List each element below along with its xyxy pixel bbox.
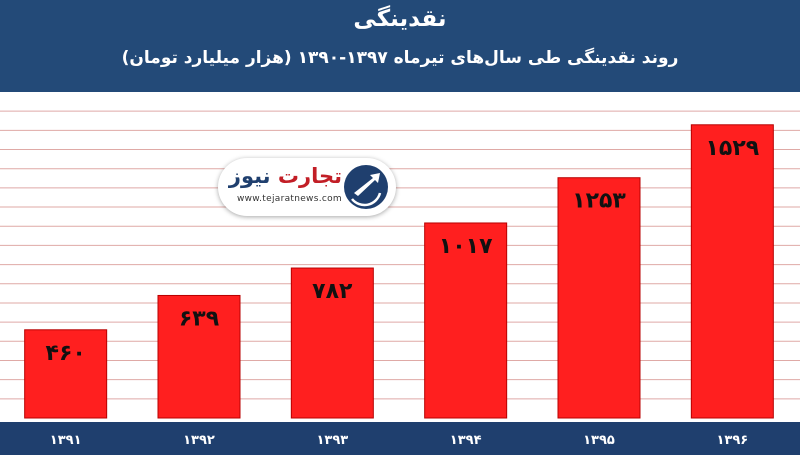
watermark-url: www.tejaratnews.com [236,194,342,204]
bar [24,329,108,419]
watermark-brand-part2: نیوز [228,164,271,188]
tejaratnews-watermark: تجارت نیوز www.tejaratnews.com [218,158,396,216]
bar-value-label: ۱۲۵۳ [572,189,626,214]
x-tick-label: ۱۳۹۱ [50,433,82,448]
x-tick-label: ۱۳۹۲ [183,433,215,448]
chart-title: نقدینگی [353,6,447,32]
bar [157,294,241,419]
watermark-brand-name: تجارت نیوز [224,162,342,190]
x-axis-band [0,422,800,455]
bar-value-label: ۷۸۲ [312,279,353,304]
bar-value-label: ۴۶۰ [46,341,86,366]
x-tick-label: ۱۳۹۶ [716,433,748,448]
chart-header: نقدینگی روند نقدینگی طی سال‌های تیرماه ۱… [0,0,800,92]
bar [424,222,508,419]
bar-chart: ۴۶۰ ۱۳۹۱ ۶۳۹ ۱۳۹۲ ۷۸۲ ۱۳۹۳ ۱۰۱۷ ۱۳۹۴ ۱۲۵۳ ۱۳۹۵ ۱۵۲… [0,110,800,455]
x-tick-label: ۱۳۹۵ [583,433,615,448]
bar-value-label: ۱۵۲۹ [705,136,759,161]
bar-value-label: ۶۳۹ [179,306,219,331]
x-tick-label: ۱۳۹۳ [316,433,348,448]
x-tick-label: ۱۳۹۴ [450,433,482,448]
bar-value-label: ۱۰۱۷ [439,234,493,259]
bar [290,267,374,419]
watermark-brand-part1: تجارت [277,164,342,188]
chart-subtitle: روند نقدینگی طی سال‌های تیرماه ۱۳۹۷-۱۳۹۰… [121,48,679,68]
arrow-globe-logo-icon [344,165,388,209]
bar [690,124,774,419]
bar [557,177,641,419]
